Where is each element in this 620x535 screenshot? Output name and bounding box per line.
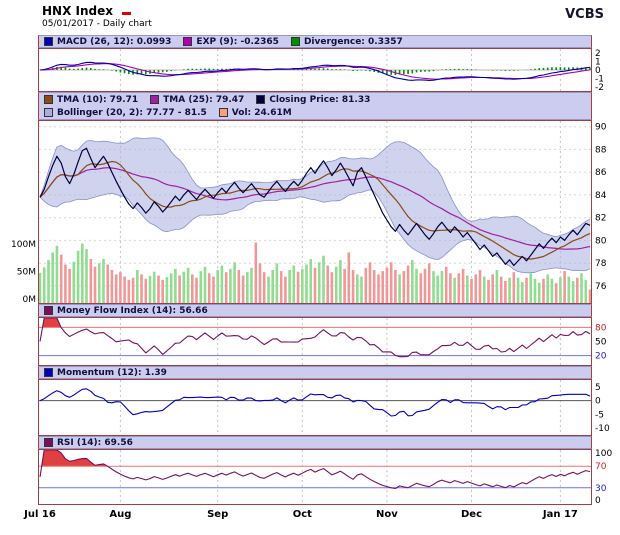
- chart-subtitle: 05/01/2017 - Daily chart: [42, 19, 152, 29]
- page-title: HNX Index: [42, 4, 113, 18]
- bollinger-legend-item: Bollinger (20, 2): 77.77 - 81.5: [44, 108, 207, 118]
- price-legend: TMA (10): 79.71 TMA (25): 79.47 Closing …: [38, 92, 592, 120]
- tma10-legend-label: TMA (10): 79.71: [57, 94, 139, 105]
- mfi-legend-item: Money Flow Index (14): 56.66: [44, 306, 208, 316]
- tma25-legend-label: TMA (25): 79.47: [163, 94, 245, 105]
- rsi-legend-label: RSI (14): 69.56: [57, 437, 133, 448]
- momentum-legend: Momentum (12): 1.39: [38, 366, 592, 379]
- divergence-legend-label: Divergence: 0.3357: [303, 36, 403, 47]
- divergence-legend-item: Divergence: 0.3357: [290, 36, 403, 47]
- x-axis: Jul 16 Aug Sep Oct Nov Dec Jan 17: [23, 509, 578, 520]
- rsi-legend: RSI (14): 69.56: [38, 436, 592, 449]
- tma25-color-swatch: [150, 95, 160, 104]
- svg-text:0: 0: [595, 496, 601, 505]
- macd-color-swatch: [44, 37, 53, 46]
- tma25-legend-item: TMA (25): 79.47: [150, 95, 244, 105]
- rsi-legend-item: RSI (14): 69.56: [44, 438, 133, 448]
- price-legend-row-1: TMA (10): 79.71 TMA (25): 79.47 Closing …: [44, 93, 370, 106]
- svg-text:88: 88: [595, 145, 607, 155]
- momentum-legend-label: Momentum (12): 1.39: [57, 367, 167, 378]
- svg-text:76: 76: [595, 282, 607, 292]
- macd-legend: MACD (26, 12): 0.0993 EXP (9): -0.2365 D…: [38, 35, 592, 48]
- svg-text:Dec: Dec: [461, 509, 482, 520]
- svg-text:-2: -2: [595, 83, 604, 92]
- svg-text:-10: -10: [595, 424, 610, 434]
- svg-text:80: 80: [595, 236, 607, 246]
- svg-text:0: 0: [595, 397, 601, 407]
- bollinger-color-swatch: [44, 108, 53, 117]
- mfi-legend: Money Flow Index (14): 56.66: [38, 304, 592, 317]
- closing-price-legend-item: Closing Price: 81.33: [256, 95, 370, 105]
- volume-legend-item: Vol: 24.61M: [218, 107, 292, 118]
- exp-color-swatch: [183, 37, 193, 46]
- svg-text:2: 2: [595, 49, 601, 59]
- red-dash-icon: [122, 12, 131, 15]
- svg-text:Aug: Aug: [109, 509, 131, 520]
- macd-plot: 210-1-2: [38, 48, 604, 92]
- rsi-plot: 100 70 30 0: [38, 449, 612, 505]
- svg-text:Oct: Oct: [293, 509, 312, 520]
- closing-price-legend-label: Closing Price: 81.33: [269, 94, 371, 105]
- macd-legend-item: MACD (26, 12): 0.0993: [44, 37, 171, 47]
- price-volume-plot: 90 88 86 84 82 80 78 76 100M 50M 0M: [11, 120, 607, 304]
- svg-text:78: 78: [595, 259, 607, 269]
- mfi-legend-label: Money Flow Index (14): 56.66: [57, 305, 208, 316]
- momentum-legend-item: Momentum (12): 1.39: [44, 368, 167, 378]
- svg-text:82: 82: [595, 214, 606, 224]
- svg-text:30: 30: [595, 484, 607, 494]
- macd-legend-label: MACD (26, 12): 0.0993: [57, 36, 172, 47]
- svg-text:100: 100: [595, 449, 612, 459]
- svg-text:80: 80: [595, 323, 607, 333]
- svg-text:100M: 100M: [11, 240, 36, 250]
- exp-legend-label: EXP (9): -0.2365: [196, 36, 279, 47]
- svg-text:Jan 17: Jan 17: [542, 509, 578, 520]
- svg-text:84: 84: [595, 191, 607, 201]
- svg-text:Sep: Sep: [207, 509, 228, 520]
- svg-text:5: 5: [595, 383, 601, 393]
- momentum-plot: 5 0 -5 -10: [38, 379, 610, 436]
- svg-text:50: 50: [595, 338, 607, 348]
- volume-color-swatch: [218, 108, 228, 117]
- svg-text:1: 1: [595, 58, 601, 68]
- svg-text:0M: 0M: [23, 295, 37, 304]
- tma10-color-swatch: [44, 95, 53, 104]
- brand-logo: VCBS: [565, 7, 604, 22]
- mfi-color-swatch: [44, 306, 53, 315]
- exp-legend-item: EXP (9): -0.2365: [183, 37, 279, 47]
- price-legend-row-2: Bollinger (20, 2): 77.77 - 81.5 Vol: 24.…: [44, 106, 292, 119]
- rsi-color-swatch: [44, 438, 53, 447]
- divergence-color-swatch: [290, 37, 300, 46]
- svg-text:Nov: Nov: [376, 509, 398, 520]
- momentum-color-swatch: [44, 368, 53, 377]
- svg-text:70: 70: [595, 462, 607, 472]
- mfi-plot: 80 50 20: [38, 317, 607, 366]
- svg-text:50M: 50M: [17, 268, 36, 278]
- svg-text:20: 20: [595, 352, 607, 362]
- volume-legend-label: Vol: 24.61M: [231, 107, 292, 118]
- tma10-legend-item: TMA (10): 79.71: [44, 95, 138, 105]
- svg-text:90: 90: [595, 123, 607, 133]
- svg-text:86: 86: [595, 168, 607, 178]
- svg-text:Jul 16: Jul 16: [23, 509, 56, 520]
- svg-text:-1: -1: [595, 74, 604, 84]
- bollinger-legend-label: Bollinger (20, 2): 77.77 - 81.5: [57, 107, 207, 118]
- closing-price-color-swatch: [256, 95, 266, 104]
- svg-text:0: 0: [595, 66, 601, 76]
- svg-text:-5: -5: [595, 410, 604, 420]
